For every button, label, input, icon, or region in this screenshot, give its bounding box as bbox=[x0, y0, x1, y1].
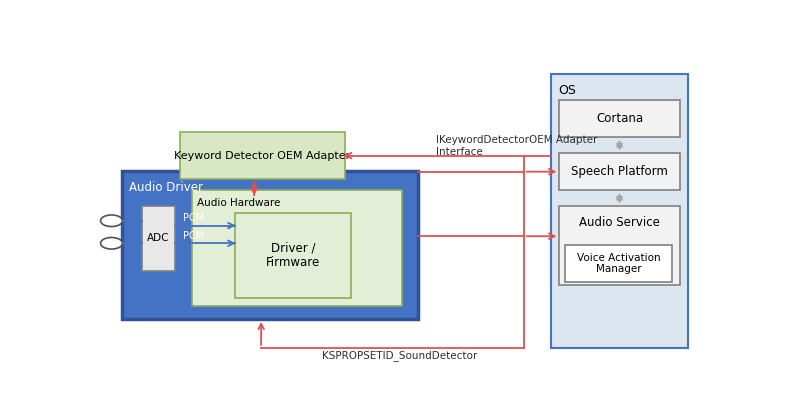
Bar bbox=[235, 213, 351, 298]
Text: IKeywordDetectorOEM Adapter
Interface: IKeywordDetectorOEM Adapter Interface bbox=[436, 135, 597, 157]
Text: Speech Platform: Speech Platform bbox=[571, 165, 668, 178]
Bar bbox=[142, 206, 175, 270]
Circle shape bbox=[100, 215, 122, 227]
Text: KSPROPSETID_SoundDetector: KSPROPSETID_SoundDetector bbox=[322, 350, 477, 362]
Bar bbox=[565, 245, 672, 282]
Text: Keyword Detector OEM Adapter: Keyword Detector OEM Adapter bbox=[174, 150, 351, 161]
Bar bbox=[559, 153, 680, 190]
Text: Cortana: Cortana bbox=[596, 112, 643, 125]
Text: PCM: PCM bbox=[183, 214, 204, 224]
Text: Audio Hardware: Audio Hardware bbox=[197, 198, 281, 208]
Bar bbox=[181, 132, 345, 179]
Text: OS: OS bbox=[559, 84, 576, 97]
Bar bbox=[551, 74, 688, 348]
Circle shape bbox=[100, 237, 122, 249]
Text: Voice Activation
Manager: Voice Activation Manager bbox=[577, 252, 660, 274]
Bar bbox=[559, 206, 680, 285]
Bar bbox=[559, 100, 680, 137]
Text: Driver /
Firmware: Driver / Firmware bbox=[265, 241, 320, 269]
Bar bbox=[122, 171, 418, 319]
Bar bbox=[192, 190, 402, 306]
Text: ADC: ADC bbox=[148, 233, 170, 243]
Text: PCM: PCM bbox=[183, 231, 204, 241]
Text: Audio Driver: Audio Driver bbox=[129, 181, 203, 194]
Text: Audio Service: Audio Service bbox=[579, 216, 660, 229]
